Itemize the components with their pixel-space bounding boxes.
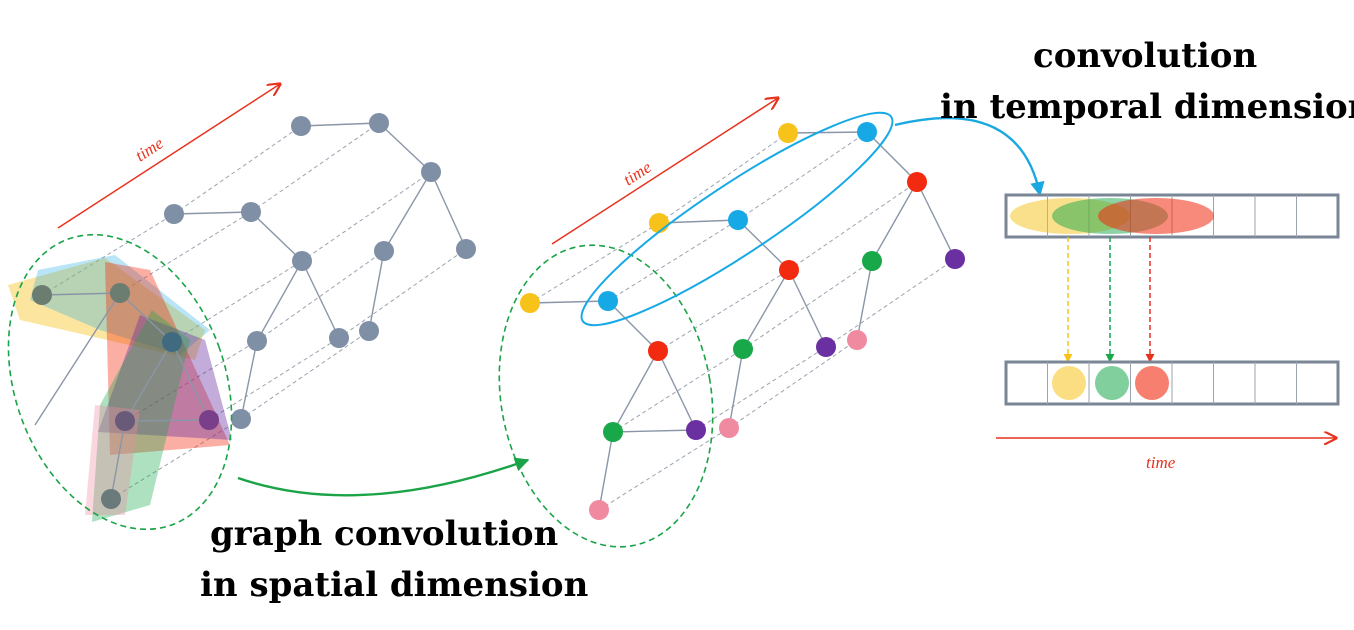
temporal-dashed-links-left bbox=[41, 122, 467, 500]
colored-frames-edges bbox=[529, 131, 956, 511]
output-node-red bbox=[1135, 366, 1169, 400]
time-label-right: time bbox=[1146, 453, 1176, 472]
temporal-selection-ellipse bbox=[580, 111, 894, 327]
skeleton-frame-middle bbox=[173, 211, 340, 420]
spatial-label-line2: in spatial dimension bbox=[200, 565, 588, 605]
temporal-output-sequence bbox=[1004, 360, 1340, 406]
skeleton-joints-left bbox=[32, 113, 476, 509]
spatial-result-ellipse bbox=[498, 244, 714, 548]
time-arrow-left bbox=[57, 84, 280, 229]
temporal-conv-arrow bbox=[894, 117, 1045, 197]
time-label-middle: time bbox=[620, 157, 655, 189]
skeleton-frame-front bbox=[34, 292, 210, 500]
colored-joints bbox=[520, 122, 965, 520]
spatial-label-line1: graph convolution bbox=[210, 514, 558, 554]
time-arrow-middle bbox=[551, 98, 778, 245]
left-panel: time bbox=[7, 84, 476, 531]
output-node-yellow bbox=[1052, 366, 1086, 400]
skeleton-frame-back bbox=[300, 122, 467, 332]
temporal-label-line1: convolution bbox=[1033, 36, 1257, 76]
temporal-dashed-links-middle bbox=[529, 131, 956, 511]
middle-panel: time bbox=[498, 88, 965, 548]
temporal-kernel-red bbox=[1098, 198, 1214, 234]
output-node-green bbox=[1095, 366, 1129, 400]
temporal-label-line2: in temporal dimension bbox=[940, 87, 1354, 127]
spatial-selection-ellipse bbox=[7, 233, 233, 531]
temporal-input-sequence bbox=[1004, 193, 1340, 239]
spatial-conv-arrow bbox=[237, 457, 530, 497]
right-panel: time bbox=[996, 193, 1340, 472]
